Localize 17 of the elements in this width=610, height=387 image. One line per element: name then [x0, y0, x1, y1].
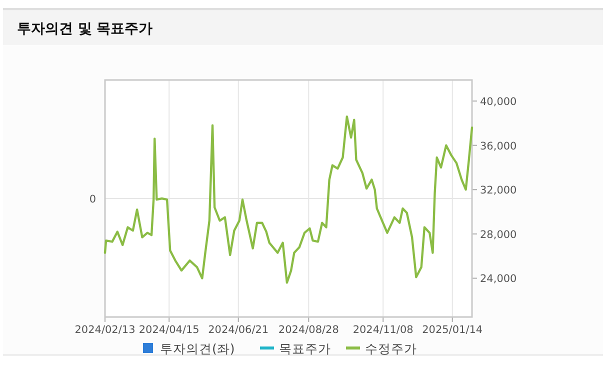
- y2-tick-label: 40,000: [480, 96, 517, 108]
- x-tick-label: 2024/02/13: [74, 324, 136, 336]
- chart-title: 투자의견 및 목표주가: [17, 21, 153, 37]
- y2-tick-label: 36,000: [480, 140, 517, 152]
- y2-tick-label: 32,000: [480, 184, 517, 197]
- legend-label: 투자의견(좌): [160, 341, 235, 356]
- legend-label: 수정주가: [365, 341, 417, 356]
- x-tick-label: 2024/08/28: [278, 324, 339, 336]
- y2-tick-label: 28,000: [480, 228, 517, 241]
- x-tick-label: 2024/04/15: [138, 324, 200, 336]
- x-tick-label: 2025/01/14: [422, 324, 483, 336]
- text: 0: [89, 194, 96, 206]
- line-series: [104, 115, 474, 284]
- x-tick-label: 2024/11/08: [352, 324, 414, 336]
- y2-tick-label: 24,000: [480, 273, 517, 286]
- x-tick-label: 2024/06/21: [208, 324, 269, 336]
- legend-label: 목표주가: [279, 341, 331, 356]
